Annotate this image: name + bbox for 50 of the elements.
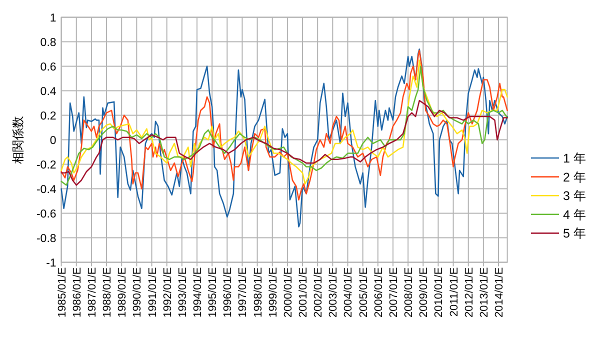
y-tick-label: 0 [50, 134, 56, 147]
x-tick-label: 2010/01/E [433, 267, 446, 318]
x-tick-label: 2005/01/E [358, 267, 370, 318]
y-axis-title: 相関係数 [11, 116, 25, 164]
y-tick-label: -0.6 [36, 208, 56, 220]
x-tick-label: 2014/01/E [494, 267, 506, 318]
x-tick-label: 1988/01/E [102, 267, 114, 318]
y-tick-label: 0.4 [40, 86, 57, 98]
x-tick-label: 1995/01/E [207, 267, 220, 318]
x-tick-label: 2008/01/E [403, 267, 416, 318]
x-tick-label: 2013/01/E [478, 267, 490, 318]
x-tick-label: 1990/01/E [132, 267, 144, 318]
line-series [60, 100, 508, 186]
x-tick-label: 1986/01/E [71, 267, 84, 318]
y-tick-label: 0.8 [40, 36, 56, 49]
x-tick-label: 2007/01/E [388, 267, 400, 318]
x-tick-label: 1997/01/E [237, 267, 250, 318]
y-tick-label: 0.6 [40, 61, 56, 74]
x-tick-label: 2006/01/E [372, 267, 385, 318]
x-tick-label: 2011/01/E [448, 267, 460, 317]
line-series [60, 48, 508, 228]
x-tick-label: 2001/01/E [298, 267, 310, 318]
legend-label: 4 年 [563, 208, 586, 222]
x-tick-label: 2004/01/E [342, 267, 355, 318]
x-tick-label: 2002/01/E [312, 267, 325, 318]
x-tick-label: 2003/01/E [328, 267, 340, 318]
y-tick-label: -0.4 [36, 184, 57, 196]
x-tick-label: 1996/01/E [222, 267, 234, 318]
x-tick-label: 1985/01/E [56, 267, 68, 318]
x-tick-label: 1991/01/E [146, 267, 159, 318]
x-tick-label: 1994/01/E [192, 267, 204, 318]
legend-label: 2 年 [563, 170, 586, 184]
y-tick-label: -0.8 [36, 232, 56, 245]
legend-label: 1 年 [563, 152, 586, 166]
y-tick-label: -1 [46, 257, 56, 270]
x-tick-label: 2012/01/E [463, 267, 476, 318]
y-tick-label: -0.2 [36, 159, 56, 172]
x-tick-label: 2009/01/E [418, 267, 430, 318]
x-tick-label: 1989/01/E [116, 267, 129, 318]
x-tick-label: 1993/01/E [176, 267, 189, 318]
x-tick-label: 1998/01/E [252, 267, 264, 318]
legend-label: 5 年 [563, 226, 586, 241]
x-tick-label: 1987/01/E [86, 267, 98, 318]
y-tick-label: 0.2 [40, 110, 56, 122]
legend-label: 3 年 [563, 189, 586, 204]
x-tick-label: 2000/01/E [282, 267, 294, 318]
line-series [60, 50, 508, 200]
x-tick-label: 1992/01/E [162, 267, 174, 318]
y-tick-label: 1 [50, 12, 56, 24]
x-tick-label: 1999/01/E [267, 267, 280, 318]
